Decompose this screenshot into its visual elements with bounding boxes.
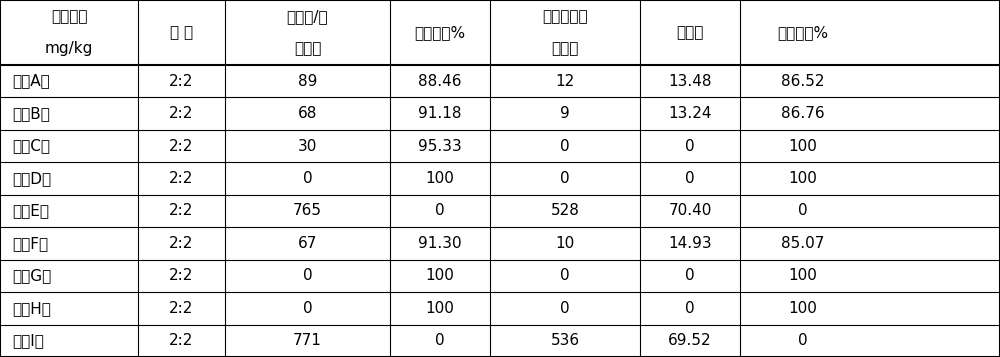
- Text: 0: 0: [303, 268, 312, 283]
- Text: 不育效果%: 不育效果%: [414, 25, 466, 40]
- Text: 实验D组: 实验D组: [12, 171, 51, 186]
- Text: （粒）: （粒）: [294, 41, 321, 56]
- Text: 13.48: 13.48: [668, 74, 712, 89]
- Text: 孵化率: 孵化率: [676, 25, 704, 40]
- Text: 2:2: 2:2: [169, 139, 194, 154]
- Text: 2:2: 2:2: [169, 171, 194, 186]
- Text: 2:2: 2:2: [169, 301, 194, 316]
- Text: 药液浓度: 药液浓度: [51, 9, 87, 24]
- Text: 实验E组: 实验E组: [12, 203, 49, 218]
- Text: 91.30: 91.30: [418, 236, 462, 251]
- Text: 95.33: 95.33: [418, 139, 462, 154]
- Text: 765: 765: [293, 203, 322, 218]
- Text: 100: 100: [426, 171, 454, 186]
- Text: 0: 0: [435, 333, 445, 348]
- Text: 对照I组: 对照I组: [12, 333, 44, 348]
- Text: 0: 0: [798, 333, 807, 348]
- Text: 68: 68: [298, 106, 317, 121]
- Text: 30: 30: [298, 139, 317, 154]
- Text: （头）: （头）: [551, 41, 579, 56]
- Text: 100: 100: [788, 171, 817, 186]
- Text: 0: 0: [303, 171, 312, 186]
- Text: 0: 0: [685, 268, 695, 283]
- Text: 0: 0: [303, 301, 312, 316]
- Text: 0: 0: [560, 268, 570, 283]
- Text: 0: 0: [560, 171, 570, 186]
- Text: 85.07: 85.07: [781, 236, 824, 251]
- Text: 89: 89: [298, 74, 317, 89]
- Text: 2:2: 2:2: [169, 106, 194, 121]
- Text: 实验A组: 实验A组: [12, 74, 50, 89]
- Text: 0: 0: [560, 139, 570, 154]
- Text: 0: 0: [685, 301, 695, 316]
- Text: 100: 100: [426, 301, 454, 316]
- Text: 100: 100: [426, 268, 454, 283]
- Text: 0: 0: [685, 171, 695, 186]
- Text: 实验F组: 实验F组: [12, 236, 48, 251]
- Text: 100: 100: [788, 139, 817, 154]
- Text: 67: 67: [298, 236, 317, 251]
- Text: 产卵量/雌: 产卵量/雌: [287, 9, 328, 24]
- Text: 9: 9: [560, 106, 570, 121]
- Text: 100: 100: [788, 268, 817, 283]
- Text: 实验G组: 实验G组: [12, 268, 51, 283]
- Text: 2:2: 2:2: [169, 74, 194, 89]
- Text: 2:2: 2:2: [169, 333, 194, 348]
- Text: 91.18: 91.18: [418, 106, 462, 121]
- Text: 不育效果%: 不育效果%: [777, 25, 828, 40]
- Text: 14.93: 14.93: [668, 236, 712, 251]
- Text: 12: 12: [555, 74, 575, 89]
- Text: 0: 0: [560, 301, 570, 316]
- Text: 2:2: 2:2: [169, 268, 194, 283]
- Text: 536: 536: [550, 333, 580, 348]
- Text: 2:2: 2:2: [169, 236, 194, 251]
- Text: 孵化幼虫数: 孵化幼虫数: [542, 9, 588, 24]
- Text: 10: 10: [555, 236, 575, 251]
- Text: 70.40: 70.40: [668, 203, 712, 218]
- Text: 2:2: 2:2: [169, 203, 194, 218]
- Text: 86.52: 86.52: [781, 74, 824, 89]
- Text: 实验H组: 实验H组: [12, 301, 51, 316]
- Text: 88.46: 88.46: [418, 74, 462, 89]
- Text: 528: 528: [551, 203, 579, 218]
- Text: mg/kg: mg/kg: [45, 41, 93, 56]
- Text: 771: 771: [293, 333, 322, 348]
- Text: 0: 0: [435, 203, 445, 218]
- Text: 实验B组: 实验B组: [12, 106, 50, 121]
- Text: 86.76: 86.76: [781, 106, 824, 121]
- Text: 0: 0: [685, 139, 695, 154]
- Text: 0: 0: [798, 203, 807, 218]
- Text: 雌 雄: 雌 雄: [170, 25, 193, 40]
- Text: 69.52: 69.52: [668, 333, 712, 348]
- Text: 实验C组: 实验C组: [12, 139, 50, 154]
- Text: 100: 100: [788, 301, 817, 316]
- Text: 13.24: 13.24: [668, 106, 712, 121]
